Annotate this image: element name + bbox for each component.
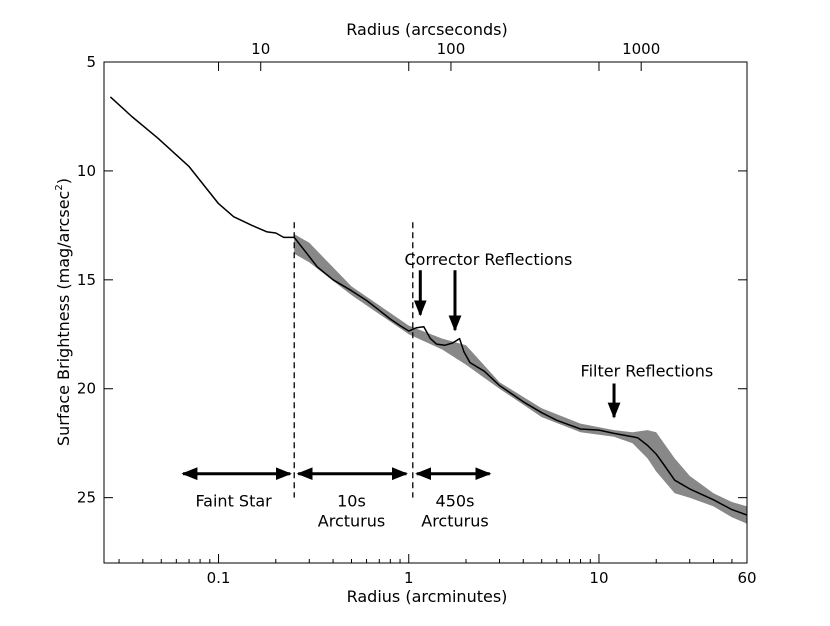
y-axis-label-main: Surface Brightness (mag/arcsec — [54, 191, 73, 446]
x-axis-label: Radius (arcminutes) — [347, 587, 508, 606]
x-tick-label-2: 1 — [404, 569, 414, 587]
y-tick-label-2: 10 — [77, 162, 96, 180]
profile-line — [109, 96, 747, 516]
range-label-2-line-2: Arcturus — [318, 512, 385, 531]
range-label-1: Faint Star — [195, 492, 272, 511]
x-tick-label-1: 0.1 — [207, 569, 231, 587]
y-axis-label: Surface Brightness (mag/arcsec2) — [54, 178, 73, 446]
plot-frame — [103, 61, 748, 564]
y-tick-label-1: 5 — [86, 53, 96, 71]
annotation-1: Corrector Reflections — [405, 250, 573, 269]
range-label-3-line-1: 450s — [436, 492, 475, 511]
plot-layer: Faint Star 10sArcturus450sArcturusCorrect… — [109, 96, 747, 531]
range-label-3-line-2: Arcturus — [421, 512, 488, 531]
x-top-tick-label-1: 10 — [251, 40, 270, 58]
x-top-tick-label-2: 100 — [437, 40, 466, 58]
annotation-2: Filter Reflections — [581, 361, 714, 380]
clipped-plot — [109, 96, 747, 524]
x-tick-label-4: 60 — [737, 569, 756, 587]
y-axis-label-superscript: 2 — [54, 184, 65, 190]
x-tick-label-3: 10 — [589, 569, 608, 587]
x-top-tick-label-3: 1000 — [622, 40, 660, 58]
range-label-2-line-1: 10s — [337, 492, 366, 511]
y-tick-label-3: 15 — [77, 271, 96, 289]
x-axis-top-label: Radius (arcseconds) — [346, 20, 507, 39]
y-tick-label-5: 25 — [77, 489, 96, 507]
y-tick-label-4: 20 — [77, 380, 96, 398]
y-axis-label-close: ) — [54, 178, 73, 184]
